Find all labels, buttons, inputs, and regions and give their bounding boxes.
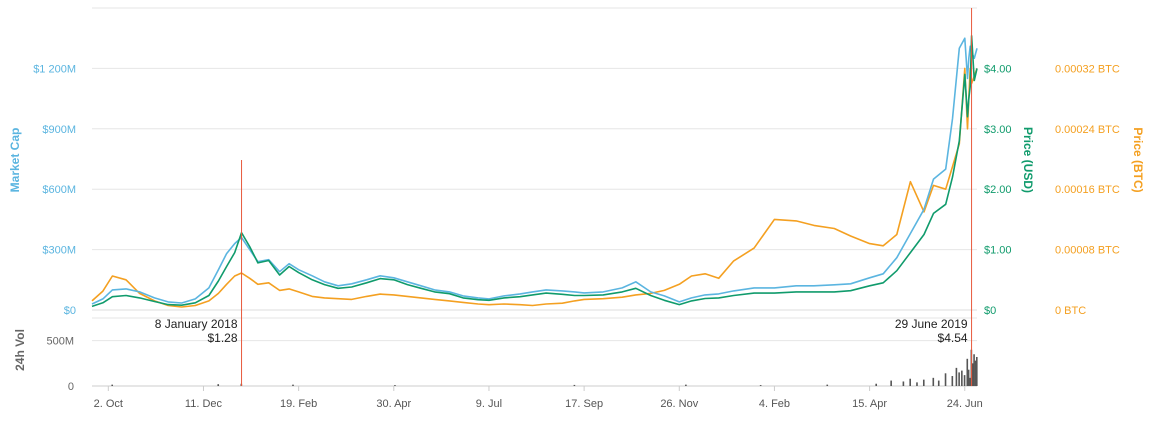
y-tick-label-market-cap: $900M bbox=[42, 124, 76, 136]
series-lines bbox=[91, 34, 978, 308]
volume-bar bbox=[916, 382, 918, 386]
volume-bar bbox=[922, 379, 925, 386]
volume-bar bbox=[759, 385, 762, 386]
y-tick-label-market-cap: $1 200M bbox=[33, 63, 76, 75]
x-tick-label: 19. Feb bbox=[280, 398, 317, 410]
volume-bar bbox=[937, 380, 940, 386]
volume-bar bbox=[976, 356, 978, 386]
x-tick-label: 9. Jul bbox=[476, 398, 502, 410]
volume-bar bbox=[573, 384, 576, 386]
y-tick-label-price-btc: 0.00008 BTC bbox=[1055, 245, 1120, 257]
volume-bar bbox=[971, 363, 974, 386]
y-tick-label-market-cap: $600M bbox=[42, 184, 76, 196]
x-tick-label: 15. Apr bbox=[852, 398, 887, 410]
axis-labels: 2. Oct 11. Dec 19. Feb 30. Apr 9. Jul 17. Sep… bbox=[8, 63, 1145, 410]
volume-bar bbox=[967, 369, 970, 386]
volume-bar bbox=[292, 384, 294, 386]
volume-bar bbox=[973, 354, 975, 386]
series-line-price_btc bbox=[91, 67, 978, 308]
volume-bar bbox=[969, 377, 971, 386]
y-tick-label-price-btc: 0.00016 BTC bbox=[1055, 184, 1120, 196]
axis-title-price-usd: Price (USD) bbox=[1021, 127, 1035, 193]
volume-bar bbox=[951, 376, 954, 386]
y-tick-label-price-btc: 0.00024 BTC bbox=[1055, 124, 1120, 136]
volume-bar bbox=[966, 358, 969, 386]
series-line-price_usd bbox=[91, 34, 978, 308]
series-line-market_cap bbox=[91, 37, 978, 305]
volume-bar bbox=[963, 375, 966, 386]
y-tick-label-price-btc: 0 BTC bbox=[1055, 305, 1086, 317]
volume-bar bbox=[955, 367, 958, 386]
x-tick-label: 24. Jun bbox=[947, 398, 983, 410]
volume-bar bbox=[685, 384, 687, 386]
y-tick-label-price-usd: $4.00 bbox=[984, 63, 1012, 75]
axis-title-price-btc: Price (BTC) bbox=[1131, 127, 1145, 192]
x-tick-label: 11. Dec bbox=[185, 398, 223, 410]
volume-bar bbox=[875, 383, 878, 386]
axis-title-market-cap: Market Cap bbox=[8, 128, 22, 193]
annotation-markers: 8 January 2018$1.28 29 June 2019$4.54 bbox=[155, 8, 973, 386]
x-tick-label: 2. Oct bbox=[94, 398, 123, 410]
volume-bar bbox=[217, 384, 220, 386]
volume-bar bbox=[890, 380, 892, 386]
y-tick-label-price-usd: $3.00 bbox=[984, 124, 1012, 136]
x-tick-label: 26. Nov bbox=[660, 398, 698, 410]
x-tick-label: 30. Apr bbox=[376, 398, 411, 410]
gridlines bbox=[92, 7, 977, 391]
x-tick-label: 17. Sep bbox=[565, 398, 603, 410]
y-tick-label-volume: 500M bbox=[46, 336, 74, 348]
volume-bar bbox=[974, 360, 977, 386]
x-tick-label: 4. Feb bbox=[759, 398, 790, 410]
y-tick-label-market-cap: $0 bbox=[64, 305, 76, 317]
volume-bar bbox=[394, 385, 396, 386]
volume-bar bbox=[944, 373, 947, 386]
y-tick-label-price-usd: $1.00 bbox=[984, 245, 1012, 257]
annotation-value: $1.28 bbox=[208, 331, 238, 345]
y-tick-label-price-usd: $0 bbox=[984, 305, 996, 317]
y-tick-label-volume: 0 bbox=[68, 381, 74, 393]
y-tick-label-price-btc: 0.00032 BTC bbox=[1055, 63, 1120, 75]
volume-bar bbox=[932, 377, 935, 386]
axis-title-volume: 24h Vol bbox=[13, 329, 27, 371]
volume-bar bbox=[826, 384, 829, 386]
y-tick-label-price-usd: $2.00 bbox=[984, 184, 1012, 196]
y-tick-label-market-cap: $300M bbox=[42, 245, 76, 257]
volume-bar bbox=[909, 378, 911, 386]
annotation-value: $4.54 bbox=[938, 331, 968, 345]
volume-bar bbox=[961, 370, 963, 386]
volume-bar bbox=[902, 381, 905, 386]
annotation-date: 29 June 2019 bbox=[895, 317, 968, 331]
annotation-date: 8 January 2018 bbox=[155, 317, 238, 331]
volume-bar bbox=[958, 372, 960, 386]
volume-bar bbox=[111, 384, 113, 386]
